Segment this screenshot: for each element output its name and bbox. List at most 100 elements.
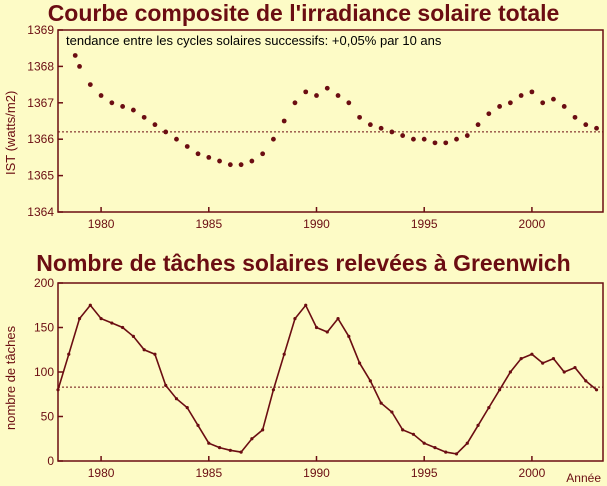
x-tick-label: 1980 [88,217,115,231]
data-point [99,317,103,321]
data-point [444,450,448,454]
data-point [379,401,383,405]
x-tick-label: 1985 [195,466,222,480]
data-point [163,129,169,135]
data-point [196,423,200,427]
data-point [153,352,157,356]
data-point [347,334,351,338]
top-chart-title: Courbe composite de l'irradiance solaire… [47,0,560,26]
x-tick: 1990 [303,466,330,480]
series-line [57,303,598,455]
x-tick-label: 1985 [195,217,222,231]
data-point [281,118,287,124]
data-point [271,388,276,392]
y-tick-label: 150 [34,321,54,335]
y-tick-label: 0 [47,454,54,468]
y-tick-label: 1367 [27,96,54,110]
x-tick-label: 1995 [411,217,438,231]
x-tick-label: 1980 [88,466,115,480]
data-point [368,379,372,383]
y-tick: 1369 [27,23,54,37]
data-point [228,448,232,452]
y-tick-label: 1366 [27,132,54,146]
plot-frame [57,29,604,213]
y-tick: 150 [34,321,54,335]
y-tick-label: 1365 [27,169,54,183]
y-tick: 1368 [27,59,54,73]
data-point [217,158,222,164]
data-point [174,397,179,401]
data-point [303,89,309,95]
y-tick: 1367 [27,96,54,110]
data-point [164,383,168,387]
data-point [476,423,480,427]
data-point [121,325,125,330]
data-point [390,410,394,414]
data-point [594,125,599,131]
data-point [573,365,577,370]
data-point [400,133,406,138]
y-tick-label: 1369 [27,23,54,37]
data-point [238,162,244,168]
data-point [67,352,71,356]
data-point [561,104,567,109]
data-point [293,317,297,321]
data-point [421,136,427,142]
data-point [271,136,276,142]
data-point [152,122,158,128]
data-point [367,122,373,128]
data-point [562,370,566,374]
data-point [120,104,126,109]
data-point [72,53,78,58]
data-point [572,114,578,120]
data-point [88,303,92,307]
data-point [454,136,459,142]
y-tick: 1365 [27,169,54,183]
data-point [249,158,255,164]
x-tick-label: 1990 [303,466,330,480]
y-tick: 100 [34,365,54,379]
data-point [206,155,212,160]
data-point [207,441,211,445]
data-point [357,114,362,120]
x-tick-label: 1995 [411,466,438,480]
data-point [292,100,298,106]
data-point [411,432,416,436]
data-point [110,321,114,325]
data-point [217,446,222,450]
x-tick-label: 2000 [519,466,546,480]
data-point [378,125,384,131]
data-point [261,428,265,432]
data-point [475,122,481,128]
data-point [314,93,319,98]
data-point [529,89,535,95]
y-tick-label: 1364 [27,205,54,219]
data-point [56,388,60,392]
data-point [454,452,459,456]
x-tick-label: 1990 [303,217,330,231]
data-point [227,162,233,168]
data-point [282,352,286,356]
data-point [594,388,599,392]
data-point [389,129,395,135]
data-point [357,361,362,365]
data-point [508,370,512,374]
x-tick: 1990 [303,217,330,231]
data-point [335,93,341,98]
data-point [195,151,201,157]
data-point [336,317,340,321]
data-point [401,428,405,432]
data-point [443,140,449,146]
data-point [551,96,556,102]
x-tick: 1995 [411,466,438,480]
data-point [487,406,491,410]
y-tick: 200 [34,276,54,290]
data-point [498,388,502,392]
data-point [141,114,147,120]
data-point [325,330,329,334]
data-point [519,357,523,361]
y-tick: 50 [41,410,55,424]
data-point [464,133,470,138]
data-point [507,100,513,106]
y-tick-label: 50 [41,410,55,424]
